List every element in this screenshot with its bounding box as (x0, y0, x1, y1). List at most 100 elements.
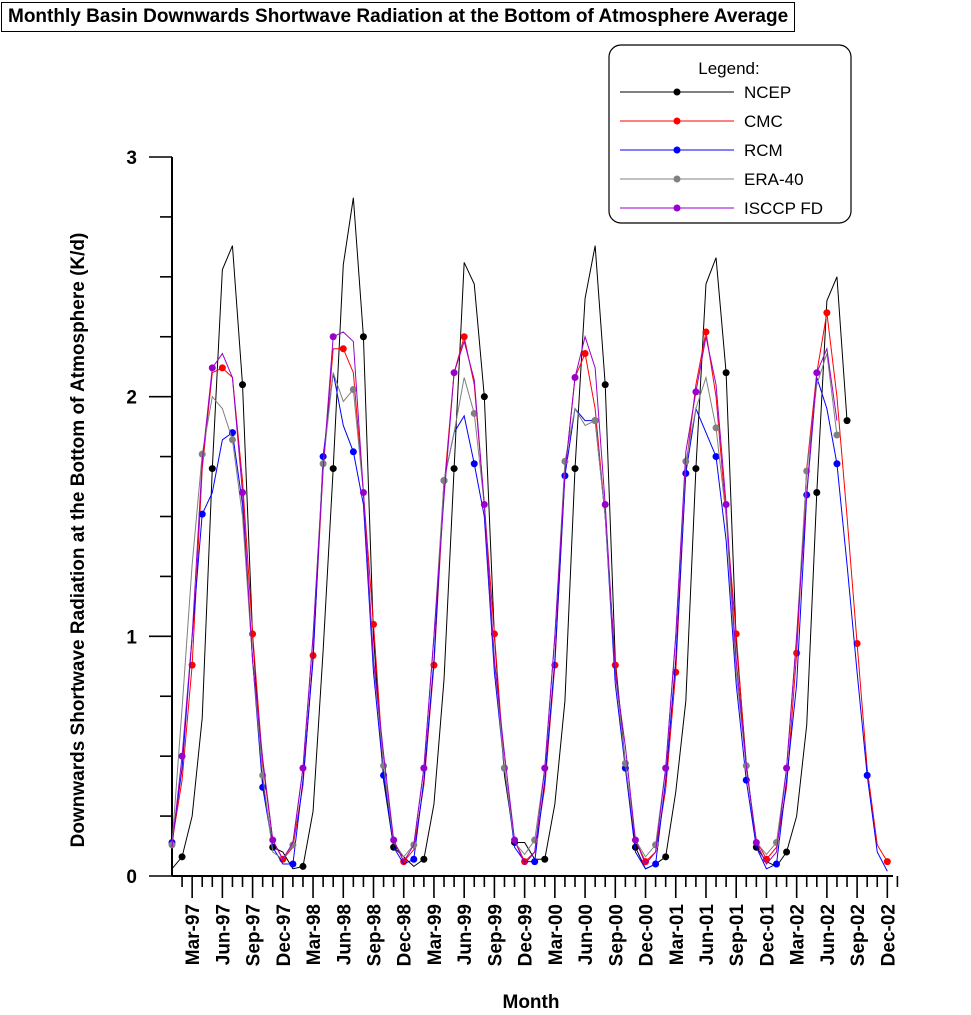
y-tick-label: 0 (126, 867, 137, 888)
data-point (793, 649, 801, 657)
x-tick-label: Dec-00 (637, 904, 658, 966)
series-line (171, 372, 888, 872)
series-line (171, 312, 888, 863)
x-axis-title: Month (503, 992, 560, 1013)
data-point (259, 783, 267, 791)
y-tick-label: 1 (126, 627, 137, 648)
x-tick-label: Dec-97 (274, 904, 295, 966)
x-tick-label: Jun-98 (334, 904, 355, 965)
x-tick-label: Mar-97 (183, 904, 204, 965)
x-tick-label: Jun-02 (818, 904, 839, 965)
chart-title: Monthly Basin Downwards Shortwave Radiat… (1, 2, 796, 32)
data-point (692, 388, 700, 396)
legend-entry: RCM (620, 141, 783, 160)
x-tick-label: Dec-02 (878, 904, 899, 966)
data-point (682, 469, 690, 477)
data-point (773, 860, 780, 868)
data-point (571, 465, 579, 473)
data-point (541, 855, 549, 863)
data-point (460, 333, 468, 341)
data-point (692, 465, 700, 473)
data-point (218, 364, 226, 372)
data-point (631, 836, 639, 844)
data-point (561, 457, 569, 465)
x-tick-label: Dec-01 (757, 904, 778, 967)
x-axis: Mar-97 Jun-97 Sep-97 Dec-97 Mar-98 Jun-98 Sep-… (172, 875, 899, 967)
x-tick-label: Jun-00 (576, 904, 597, 965)
data-point (541, 764, 549, 772)
data-point (591, 417, 599, 425)
x-tick-label: Sep-00 (606, 904, 627, 966)
data-point (813, 369, 821, 377)
legend-label: CMC (744, 112, 783, 131)
data-point (601, 381, 609, 389)
legend-entry: NCEP (620, 83, 791, 102)
data-point (652, 860, 660, 868)
legend-entry: ISCCP FD (620, 199, 823, 218)
data-point (299, 764, 307, 772)
data-point (581, 350, 589, 358)
x-tick-label: Dec-99 (516, 904, 537, 966)
data-point (601, 501, 609, 509)
data-point (380, 762, 388, 770)
data-point (773, 838, 780, 846)
data-point (198, 450, 206, 458)
data-point (349, 385, 357, 393)
data-point (531, 836, 539, 844)
data-point (480, 501, 488, 509)
series-isccp-fd (171, 331, 838, 865)
legend-label: ERA-40 (744, 170, 804, 189)
data-point (662, 853, 670, 861)
data-point (752, 838, 760, 846)
data-point (470, 409, 478, 417)
x-tick-label: Sep-02 (848, 904, 869, 966)
legend-marker (673, 117, 681, 125)
data-point (470, 460, 478, 468)
data-point (783, 764, 791, 772)
series-era-40 (168, 353, 841, 860)
data-point (329, 333, 337, 341)
data-point (843, 417, 851, 425)
x-tick-label: Jun-97 (213, 904, 234, 965)
legend-label: RCM (744, 141, 783, 160)
x-tick-label: Mar-99 (425, 904, 446, 965)
data-point (359, 333, 367, 341)
data-point (329, 465, 337, 473)
legend-label: ISCCP FD (744, 199, 823, 218)
y-axis-title: Downwards Shortwave Radiation at the Bot… (68, 233, 89, 848)
data-point (783, 848, 791, 856)
series-layer (168, 197, 891, 872)
data-point (349, 448, 357, 456)
data-point (239, 489, 247, 497)
x-tick-label: Jun-99 (455, 904, 476, 965)
x-tick-label: Mar-98 (304, 904, 325, 965)
series-line (171, 353, 838, 860)
data-point (722, 369, 730, 377)
data-point (289, 841, 297, 849)
series-ncep (171, 197, 851, 870)
y-tick-label: 2 (126, 388, 137, 409)
data-point (410, 855, 418, 863)
data-point (571, 373, 579, 381)
x-tick-label: Sep-98 (365, 904, 386, 966)
data-point (208, 465, 216, 473)
data-point (672, 668, 680, 676)
y-tick-label: 3 (126, 148, 137, 169)
x-tick-label: Sep-01 (727, 904, 748, 967)
data-point (198, 510, 206, 518)
data-point (652, 841, 660, 849)
data-point (682, 457, 690, 465)
data-point (531, 858, 539, 866)
data-point (450, 369, 458, 377)
data-point (228, 436, 236, 444)
data-point (833, 431, 841, 439)
x-tick-label: Sep-99 (485, 904, 506, 966)
legend-marker (673, 175, 681, 183)
y-axis: 0 1 2 3 (126, 148, 173, 888)
data-point (359, 489, 367, 497)
data-point (450, 465, 458, 473)
x-tick-label: Sep-97 (244, 904, 265, 966)
x-tick-label: Mar-00 (546, 904, 567, 965)
data-point (289, 860, 297, 868)
